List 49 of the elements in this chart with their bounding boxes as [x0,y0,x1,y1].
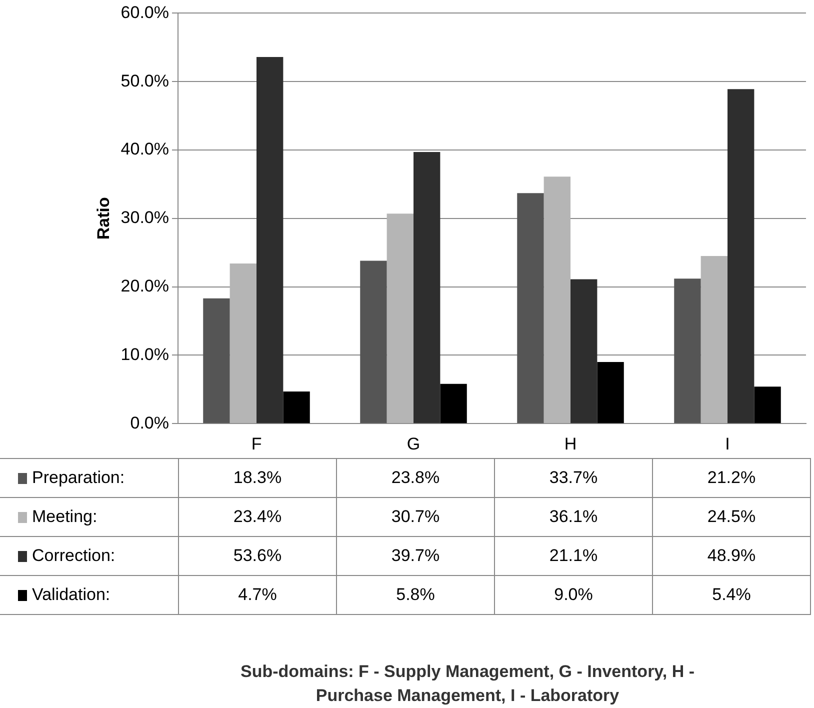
data-label: 5.4% [652,576,810,614]
legend-label: Preparation: [0,458,178,498]
data-label: 23.8% [336,458,494,498]
text: Sub-domains: F - Supply Management, G - Inventory, H - Purchase Management, I - Laboratory [240,661,695,707]
data-label: 21.2% [652,458,810,498]
data-label: 9.0% [494,576,652,614]
bar [256,56,284,424]
data-label: 36.1% [494,498,652,536]
legend-label: Meeting: [0,498,178,536]
bar [203,298,230,424]
data-label: 23.4% [178,498,336,536]
x-tick-label: H [564,434,577,454]
x-tick-label: G [406,434,420,454]
y-axis-title: Ratio [94,197,113,240]
legend-label: Validation: [0,576,178,614]
data-label: 4.7% [178,576,336,614]
y-tick-label: 10.0% [120,344,169,364]
data-label: 18.3% [178,458,336,498]
bar [440,384,467,424]
y-tick-label: 60.0% [120,2,169,22]
x-tick-label: F [251,434,262,454]
legend-label: Correction: [0,536,178,576]
y-tick-label: 20.0% [120,276,169,296]
data-label: 33.7% [494,458,652,498]
bar [728,89,754,424]
y-tick-label: 50.0% [120,71,169,90]
data-label: 5.8% [336,576,494,614]
bar [674,278,701,424]
data-label: 30.7% [336,498,494,536]
bar [386,214,414,424]
bar [414,152,440,424]
data-label: 21.1% [494,536,652,576]
bar [544,176,570,424]
bar [360,260,387,424]
bar [517,193,544,424]
y-tick-label: 40.0% [120,140,169,159]
bar [700,256,728,424]
bar [230,264,256,424]
y-tick-label: 0.0% [130,413,169,432]
y-tick-label: 30.0% [120,208,169,228]
data-label: 53.6% [178,536,336,576]
bar [283,391,310,424]
x-tick-label: I [725,434,730,454]
bar [570,279,598,424]
data-label: 24.5% [652,498,810,536]
data-label: 48.9% [652,536,810,576]
data-label: 39.7% [336,536,494,576]
bar [597,362,624,424]
bar [754,386,781,424]
